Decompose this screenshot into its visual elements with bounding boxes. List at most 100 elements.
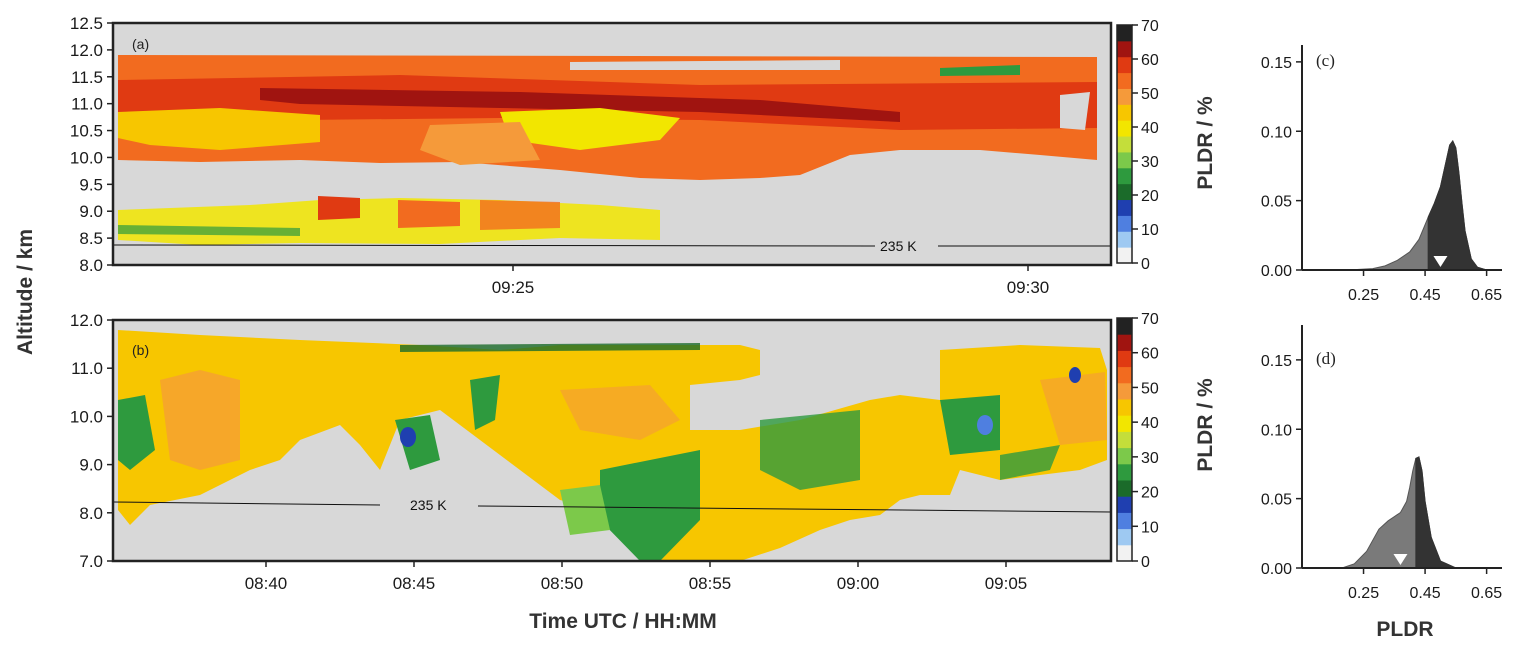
y-axis-label-altitude: Altitude / km [14, 229, 37, 355]
colorbar-swatch [1117, 399, 1132, 416]
panel-c-x-ticks: 0.25 0.45 0.65 [1348, 270, 1502, 304]
y-tick-label: 0.05 [1261, 492, 1292, 509]
precipitation-green [118, 225, 300, 236]
distribution-area-upper [1427, 139, 1502, 271]
colorbar-swatch [1117, 247, 1132, 264]
y-tick-label: 12.5 [70, 14, 103, 33]
x-tick-label: 0.65 [1471, 585, 1502, 602]
panel-a-y-axis: 12.5 12.0 11.5 11.0 10.5 10.0 9.5 9.0 8.5 8.0 [70, 14, 113, 275]
panel-b-y-axis: 12.0 11.0 10.0 9.0 8.0 7.0 [70, 311, 113, 571]
blue-spot-1 [400, 427, 416, 447]
y-tick-label: 0.00 [1261, 561, 1292, 578]
green-streak-6 [940, 395, 1000, 455]
colorbar-swatch [1117, 56, 1132, 74]
layer-core-dark [260, 88, 900, 122]
gap-top [570, 60, 840, 70]
y-tick-label: 8.0 [79, 504, 103, 523]
y-tick-label: 0.10 [1261, 422, 1292, 439]
low-depol-patch-1 [118, 108, 320, 150]
colorbar-b: 70 60 50 40 30 20 10 0 PLDR / % [1116, 311, 1217, 571]
colorbar-b-swatches [1116, 317, 1133, 562]
colorbar-swatch [1117, 431, 1132, 449]
median-marker [1433, 256, 1448, 267]
colorbar-swatch [1117, 480, 1132, 497]
y-tick-label: 10.5 [70, 122, 103, 141]
low-depol-patch-2 [500, 108, 680, 150]
panel-c-y-ticks: 0.15 0.10 0.05 0.00 [1261, 55, 1302, 280]
top-green-edge [400, 343, 700, 352]
colorbar-b-label: PLDR / % [1194, 378, 1217, 472]
cloud-body [118, 330, 1107, 561]
x-axis-label-time: Time UTC / HH:MM [529, 610, 716, 633]
colorbar-swatch [1117, 415, 1132, 432]
colorbar-swatch [1117, 88, 1132, 105]
colorbar-swatch [1117, 136, 1132, 153]
panel-a-frame [111, 21, 1113, 267]
mid-depol-patch [420, 122, 540, 165]
colorbar-tick-label: 50 [1141, 380, 1159, 397]
y-tick-label: 10.0 [70, 407, 103, 426]
y-tick-label: 0.15 [1261, 353, 1292, 370]
median-marker [1393, 554, 1408, 565]
x-tick-label: 0.65 [1471, 287, 1502, 304]
blue-spot-2 [1069, 367, 1081, 383]
y-tick-label: 11.0 [71, 359, 103, 378]
colorbar-swatch [1117, 366, 1132, 384]
precipitation-core-1 [318, 196, 360, 220]
colorbar-swatch [1117, 463, 1132, 481]
colorbar-b-ticks: 70 60 50 40 30 20 10 0 [1132, 311, 1159, 571]
green-streak-1 [118, 395, 155, 470]
y-tick-label: 12.0 [70, 41, 103, 60]
colorbar-swatch [1117, 496, 1132, 513]
colorbar-swatch [1117, 104, 1132, 121]
y-tick-label: 0.05 [1261, 194, 1292, 211]
x-tick-label: 08:45 [393, 574, 436, 593]
x-tick-label: 0.25 [1348, 287, 1379, 304]
colorbar-swatch [1117, 72, 1132, 89]
distribution-area [1302, 139, 1502, 271]
colorbar-swatch [1117, 167, 1132, 185]
x-tick-label: 0.25 [1348, 585, 1379, 602]
panel-c-distribution [1302, 139, 1502, 271]
panel-d-x-ticks: 0.25 0.45 0.65 [1348, 568, 1502, 602]
colorbar-tick-label: 70 [1141, 311, 1159, 328]
colorbar-swatch [1117, 528, 1132, 546]
colorbar-swatch [1117, 447, 1132, 465]
panel-c: (c) 0.15 0.10 0.05 0.00 0.25 0.45 0.65 [1261, 45, 1502, 304]
colorbar-tick-label: 20 [1141, 188, 1159, 205]
x-tick-label: 09:30 [1007, 278, 1050, 297]
distribution-area-upper [1415, 456, 1502, 569]
panel-a-cloud [118, 55, 1097, 245]
y-tick-label: 8.5 [79, 229, 103, 248]
colorbar-a: 70 60 50 40 30 20 10 0 PLDR / % [1116, 18, 1217, 273]
panel-a: 235 K (a) 12.5 12.0 11.5 11.0 10.5 10.0 9.5 9.0… [70, 14, 1113, 297]
y-tick-label: 7.0 [79, 552, 103, 571]
colorbar-tick-label: 10 [1141, 519, 1159, 536]
colorbar-tick-label: 40 [1141, 120, 1159, 137]
panel-b-frame [111, 318, 1113, 563]
isotherm-label-b: 235 K [410, 497, 447, 513]
colorbar-swatch [1117, 544, 1132, 562]
colorbar-swatch [1117, 350, 1132, 368]
colorbar-tick-label: 20 [1141, 485, 1159, 502]
y-tick-label: 0.10 [1261, 124, 1292, 141]
y-tick-label: 0.00 [1261, 263, 1292, 280]
orange-patch-1 [160, 370, 240, 470]
panel-b-cloud [118, 330, 1107, 561]
distribution-area [1302, 456, 1502, 569]
isotherm-line-a [112, 244, 876, 247]
y-tick-label: 10.0 [70, 148, 103, 167]
isotherm-label-a: 235 K [880, 238, 917, 254]
colorbar-frame [1116, 317, 1133, 562]
y-tick-label: 11.0 [71, 95, 103, 114]
green-streak-3 [470, 375, 500, 430]
colorbar-swatch [1117, 25, 1132, 42]
x-axis-label-pldr: PLDR [1376, 618, 1433, 641]
colorbar-swatch [1117, 183, 1132, 201]
y-tick-label: 11.5 [71, 68, 103, 87]
colorbar-tick-label: 10 [1141, 222, 1159, 239]
precipitation-core-2 [398, 200, 460, 228]
gap-right [1060, 92, 1090, 130]
colorbar-tick-label: 40 [1141, 415, 1159, 432]
